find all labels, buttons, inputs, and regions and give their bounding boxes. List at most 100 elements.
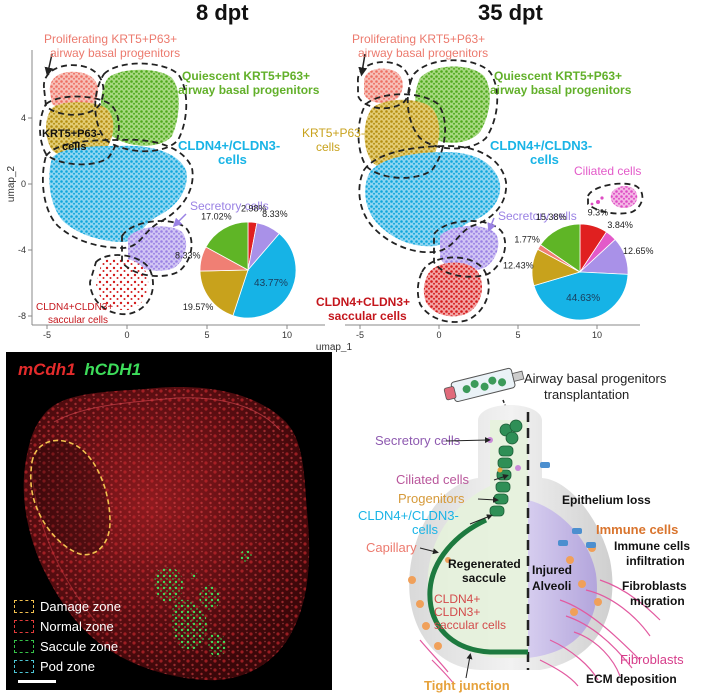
syringe-icon: [443, 367, 525, 403]
pie-chart-8dpt: 2.98%8.33%43.77%19.57%8.33%17.02%: [175, 203, 297, 319]
legend-damage-swatch: [14, 599, 34, 613]
schem-fibro-mig-label-2: migration: [630, 594, 685, 608]
schem-regen-label-1: Regenerated: [448, 557, 521, 571]
pie-8dpt-label-5: 17.02%: [201, 212, 232, 222]
right-labels: Proliferating KRT5+P63+ airway basal pro…: [302, 32, 641, 323]
left-label-prolif-1: Proliferating KRT5+P63+: [44, 32, 177, 46]
left-label-krt5-2: cells: [62, 141, 86, 153]
right-label-cldn-2: cells: [530, 152, 559, 167]
title-35dpt: 35 dpt: [478, 0, 543, 25]
injured-alveoli: [528, 500, 597, 658]
schem-cldn-label-1: CLDN4+/CLDN3-: [358, 508, 459, 523]
schem-ecm-label: ECM deposition: [586, 672, 677, 686]
pie-35dpt-label-4: 12.43%: [503, 261, 534, 271]
pie-35dpt-label-2: 12.65%: [623, 246, 654, 256]
scale-bar: [18, 680, 56, 683]
legend-normal-label: Normal zone: [40, 618, 114, 634]
right-label-cldn33-2: saccular cells: [328, 309, 407, 323]
right-label-ciliated: Ciliated cells: [574, 164, 641, 178]
legend-saccule-swatch: [14, 639, 34, 653]
pie-35dpt-slice-3: [533, 271, 629, 321]
left-ytick-m4: -4: [18, 245, 26, 255]
pie-35dpt-label-5: 1.77%: [514, 235, 540, 245]
pie-8dpt-slice-2: [232, 233, 297, 319]
left-cluster-quies: [100, 69, 179, 146]
schem-cldn-label-2: cells: [412, 522, 439, 537]
schem-secretory-label: Secretory cells: [375, 433, 461, 448]
left-xtick-10: 10: [282, 330, 292, 340]
right-label-prolif-1: Proliferating KRT5+P63+: [352, 32, 485, 46]
right-cluster-cldn33: [423, 262, 482, 317]
legend-pod-label: Pod zone: [40, 658, 95, 674]
transplant-label-2: transplantation: [544, 387, 629, 402]
right-xtick-0: 0: [436, 330, 441, 340]
micrograph-title: mCdh1 hCDH1: [18, 360, 141, 380]
left-label-prolif-2: airway basal progenitors: [50, 46, 180, 60]
zone-legend: Damage zone Normal zone Saccule zone Pod…: [14, 596, 121, 676]
left-label-secretory: Secretory cells: [190, 199, 269, 213]
mcdh1-label: mCdh1: [18, 360, 76, 379]
pie-8dpt-slice-3: [199, 269, 249, 317]
schem-capillary-label: Capillary: [366, 540, 417, 555]
left-cluster-prolif: [49, 71, 99, 110]
fibroblasts-icon: [419, 579, 661, 687]
pie-8dpt-label-1: 8.33%: [262, 209, 288, 219]
capillary-cells: [408, 557, 451, 650]
schem-progenitors-label: Progenitors: [398, 491, 465, 506]
schem-sacc-label-2: CLDN3+: [434, 605, 480, 619]
right-cluster-ciliated: [610, 186, 638, 208]
right-label-quies-2: airway basal progenitors: [490, 83, 632, 97]
pie-35dpt-slice-6: [539, 223, 581, 273]
pie-35dpt-label-6: 15.38%: [536, 212, 567, 222]
left-label-cldn-1: CLDN4+/CLDN3-: [178, 138, 280, 153]
left-label-cldn-2: cells: [218, 152, 247, 167]
legend-damage-zone: Damage zone: [14, 596, 121, 616]
right-xtick-10: 10: [592, 330, 602, 340]
x-axis-label: umap_1: [316, 342, 353, 352]
left-xtick-5: 5: [204, 330, 209, 340]
left-ytick-m8: -8: [18, 311, 26, 321]
right-label-prolif-2: airway basal progenitors: [358, 46, 488, 60]
immune-cells: [566, 544, 602, 616]
left-label-krt5-1: KRT5+P63-: [42, 128, 101, 140]
schem-sacc-label-3: saccular cells: [434, 618, 506, 632]
micrograph-image: [23, 387, 310, 681]
left-xtick-0: 0: [124, 330, 129, 340]
right-label-quies-1: Quiescent KRT5+P63+: [494, 69, 622, 83]
left-xtick-m5: -5: [43, 330, 51, 340]
schem-infil-label-1: Immune cells: [614, 539, 690, 553]
schem-fibroblasts-label: Fibroblasts: [620, 652, 684, 667]
y-axis-label: umap_2: [6, 165, 17, 202]
right-cluster-prolif: [364, 68, 403, 103]
left-label-quies-1: Quiescent KRT5+P63+: [182, 69, 310, 83]
pie-35dpt-label-3: 44.63%: [566, 293, 600, 304]
title-8dpt: 8 dpt: [196, 0, 249, 25]
right-label-cldn33-1: CLDN4+CLDN3+: [316, 295, 410, 309]
right-clusters: [357, 53, 644, 323]
left-ytick-0: 0: [21, 179, 26, 189]
legend-normal-swatch: [14, 619, 34, 633]
pie-8dpt-label-0: 2.98%: [241, 203, 267, 213]
legend-saccule-zone: Saccule zone: [14, 636, 121, 656]
right-label-secretory: Secretory cells: [498, 209, 577, 223]
legend-damage-label: Damage zone: [40, 598, 121, 614]
schem-injured-label-1: Injured: [532, 563, 572, 577]
schem-fibro-mig-label-1: Fibroblasts: [622, 579, 687, 593]
right-label-krt5-2: cells: [316, 140, 340, 154]
left-label-cldn33-1: CLDN4+CLDN3+: [36, 302, 113, 313]
left-label-cldn33-2: saccular cells: [48, 315, 108, 326]
right-xtick-m5: -5: [356, 330, 364, 340]
pie-8dpt-label-3: 19.57%: [183, 302, 214, 312]
right-xtick-5: 5: [515, 330, 520, 340]
right-cluster-secretory: [440, 225, 499, 271]
fluorescence-micrograph: mCdh1 hCDH1 Damage zone Normal zone Sacc…: [6, 352, 332, 690]
schem-immune-label: Immune cells: [596, 522, 678, 537]
pie-35dpt-label-0: 9.3%: [588, 208, 609, 218]
schem-tight-label: Tight junction: [424, 678, 510, 693]
pie-8dpt-label-4: 8.33%: [175, 250, 201, 260]
left-cluster-cldn: [49, 145, 187, 242]
legend-pod-swatch: [14, 659, 34, 673]
umap-figure: 4 0 -4 -8 -5 0 5 10 umap_2 -5 0 5 10 uma…: [6, 32, 654, 352]
pie-8dpt-label-2: 43.77%: [254, 278, 288, 289]
schem-regen-label-2: saccule: [462, 571, 506, 585]
